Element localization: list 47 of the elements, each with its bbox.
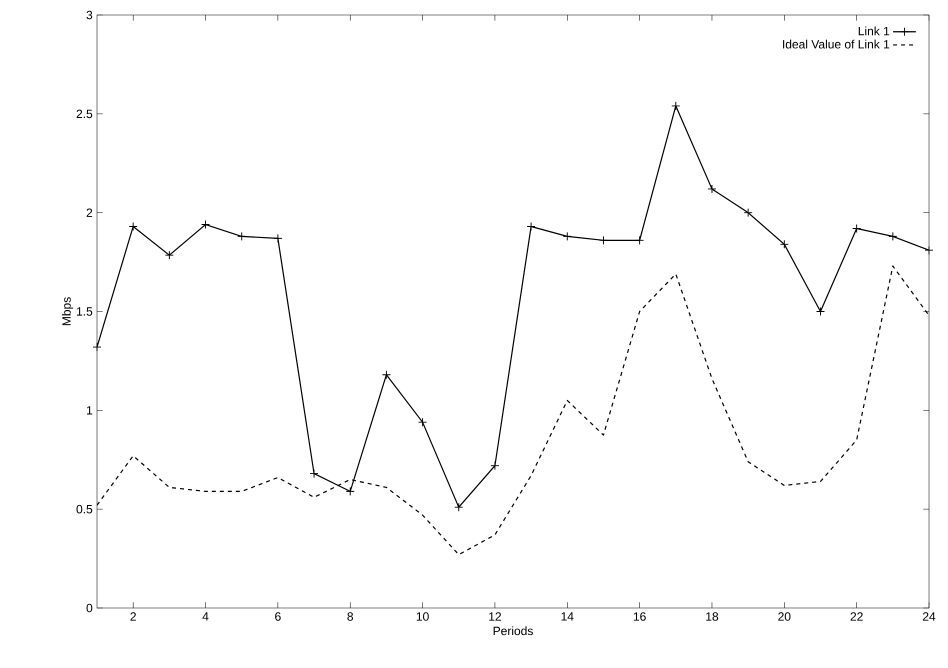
point — [92, 342, 102, 352]
point — [708, 184, 716, 194]
point — [490, 461, 500, 470]
point — [526, 222, 536, 231]
point — [201, 220, 210, 229]
y-tick-label: 2 — [86, 208, 92, 217]
x-tick-label: 10 — [416, 612, 429, 621]
x-tick-label: 8 — [347, 612, 354, 621]
y-axis-title: Mbps — [62, 297, 74, 326]
point — [346, 486, 355, 496]
x-tick-label: 22 — [850, 612, 863, 621]
legend-label: Ideal Value of Link 1 — [783, 40, 890, 49]
x-tick-label: 20 — [778, 612, 791, 621]
y-tick-label: 0.5 — [76, 504, 92, 514]
point — [852, 224, 862, 233]
point — [816, 307, 825, 316]
y-tick-label: 0 — [86, 604, 92, 612]
x-tick-label: 2 — [130, 612, 136, 621]
y-tick-label: 1.5 — [76, 307, 92, 316]
y-tick-label: 3 — [86, 10, 92, 20]
x-tick-label: 14 — [562, 612, 574, 621]
point — [310, 469, 319, 478]
y-tick-label: 1 — [86, 406, 92, 414]
point — [164, 250, 174, 260]
y-tick-label: 2.5 — [76, 110, 92, 118]
point — [454, 502, 464, 512]
point — [888, 232, 898, 241]
x-tick-label: 18 — [706, 612, 718, 621]
point — [780, 240, 789, 249]
point — [237, 232, 246, 241]
point — [418, 418, 428, 427]
legend-label: Link 1 — [858, 26, 890, 36]
point — [924, 246, 934, 255]
point — [273, 234, 282, 243]
point — [562, 232, 572, 241]
point — [382, 370, 391, 380]
point — [744, 208, 753, 218]
x-tick-label: 12 — [489, 612, 501, 621]
point — [671, 101, 680, 110]
x-tick-label: 16 — [634, 612, 646, 621]
point — [598, 236, 608, 245]
x-tick-label: 24 — [922, 612, 936, 621]
x-tick-label: 6 — [275, 612, 281, 621]
x-axis-title: Periods — [494, 626, 533, 636]
point — [128, 222, 138, 231]
point — [635, 236, 644, 245]
x-tick-label: 4 — [202, 612, 209, 621]
